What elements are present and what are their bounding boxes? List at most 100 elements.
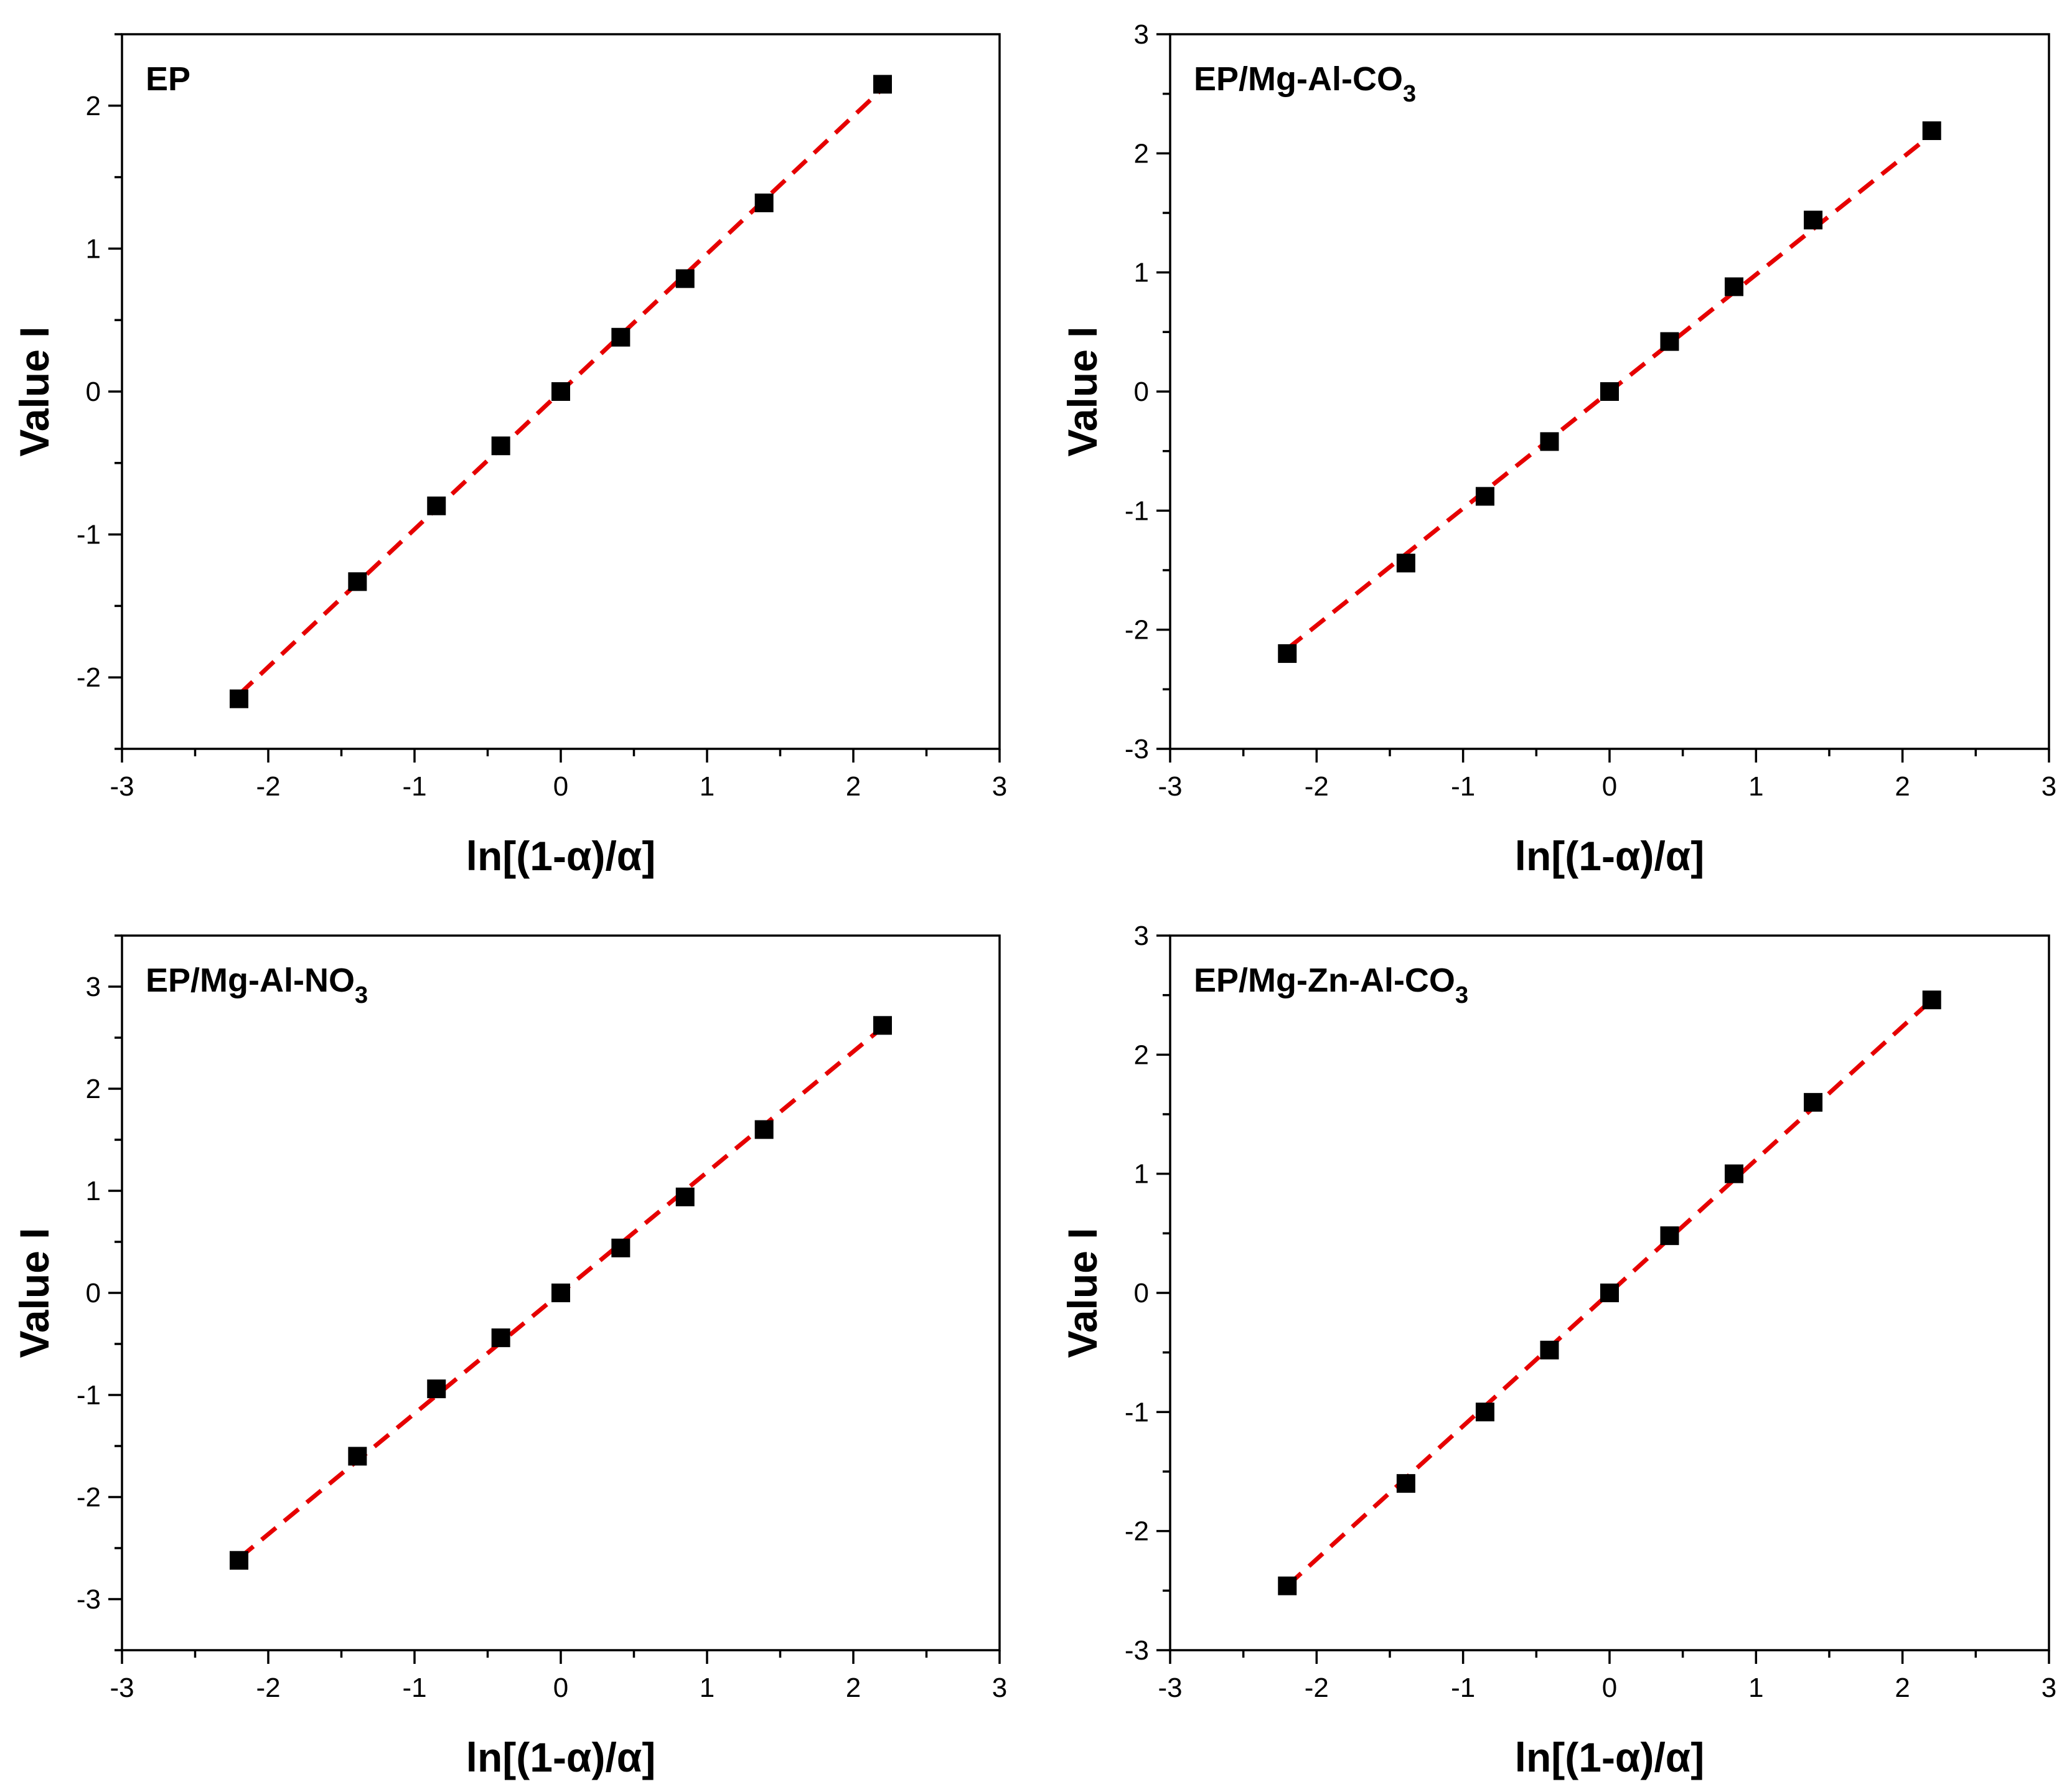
panel-title-main: EP/Mg-Al-NO bbox=[146, 962, 355, 999]
x-tick-label: 3 bbox=[992, 771, 1007, 802]
data-point bbox=[230, 1551, 248, 1570]
x-tick-label: -1 bbox=[402, 1673, 426, 1703]
y-tick-label: -3 bbox=[1125, 734, 1149, 764]
y-axis-title: Value I bbox=[1059, 1228, 1105, 1358]
panel-title-subscript: 3 bbox=[1403, 81, 1416, 107]
data-point bbox=[348, 572, 367, 591]
y-tick-label: 0 bbox=[1134, 377, 1149, 407]
y-axis-title: Value I bbox=[11, 1228, 57, 1358]
x-tick-label: 2 bbox=[1895, 1673, 1910, 1703]
y-tick-label: -2 bbox=[77, 1482, 101, 1513]
x-tick-label: 0 bbox=[1602, 771, 1617, 802]
data-point bbox=[1475, 487, 1494, 506]
y-tick-label: 1 bbox=[1134, 258, 1149, 288]
y-tick-label: -1 bbox=[77, 520, 101, 550]
data-point bbox=[1725, 277, 1744, 296]
data-point bbox=[1540, 1340, 1559, 1359]
data-point bbox=[348, 1447, 367, 1466]
data-point bbox=[1660, 1226, 1679, 1246]
x-tick-label: 3 bbox=[2042, 1673, 2056, 1703]
y-axis-title: Value I bbox=[11, 326, 57, 456]
y-tick-label: 3 bbox=[1134, 921, 1149, 951]
x-tick-label: -2 bbox=[256, 1673, 280, 1703]
x-axis-title: ln[(1-α)/α] bbox=[466, 833, 656, 879]
data-point bbox=[1475, 1402, 1494, 1422]
y-tick-label: 3 bbox=[86, 972, 101, 1002]
y-tick-label: -3 bbox=[77, 1584, 101, 1615]
data-point bbox=[1660, 332, 1679, 351]
data-point bbox=[1922, 990, 1941, 1010]
chart-panel-4: -3 -2 -1 0 1 2 3 -3 -2 -1 0 1 2 3 ln[(1-α)/α] Value I EP… bbox=[1059, 921, 2056, 1780]
y-tick-label: -1 bbox=[1125, 1397, 1149, 1427]
y-tick-label: 0 bbox=[86, 377, 101, 407]
x-tick-label: -1 bbox=[1451, 1673, 1475, 1703]
x-tick-label: -3 bbox=[1158, 1673, 1182, 1703]
y-tick-label: 1 bbox=[86, 1176, 101, 1206]
chart-panel-2: -3 -2 -1 0 1 2 3 -3 -2 -1 0 1 2 3 ln[(1-α)/α] Value I EP… bbox=[1059, 19, 2056, 879]
y-tick-label: 3 bbox=[1134, 19, 1149, 50]
data-point bbox=[675, 1187, 695, 1206]
data-point bbox=[427, 496, 446, 515]
x-tick-label: 0 bbox=[1602, 1673, 1617, 1703]
data-point bbox=[1725, 1164, 1744, 1183]
panel-title: EP/Mg-Al-NO3 bbox=[146, 962, 368, 1008]
data-point bbox=[1396, 1474, 1415, 1493]
y-tick-label: 2 bbox=[1134, 138, 1149, 169]
data-point bbox=[1278, 1576, 1297, 1595]
panel-title: EP/Mg-Zn-Al-CO3 bbox=[1194, 962, 1468, 1008]
data-point bbox=[551, 1284, 570, 1302]
x-tick-label: 1 bbox=[1748, 771, 1763, 802]
data-point bbox=[551, 382, 570, 401]
y-tick-label: 2 bbox=[86, 1074, 101, 1104]
y-tick-label: -1 bbox=[1125, 495, 1149, 526]
x-tick-label: 0 bbox=[553, 771, 568, 802]
data-point bbox=[611, 1238, 631, 1257]
data-point bbox=[1922, 121, 1941, 140]
y-tick-label: -3 bbox=[1125, 1635, 1149, 1666]
x-tick-label: -2 bbox=[1305, 1673, 1329, 1703]
y-tick-label: 2 bbox=[86, 91, 101, 121]
y-tick-label: 2 bbox=[1134, 1040, 1149, 1070]
x-tick-label: -1 bbox=[1451, 771, 1475, 802]
x-tick-label: 2 bbox=[1895, 771, 1910, 802]
y-tick-label: 1 bbox=[86, 233, 101, 264]
data-point bbox=[1804, 210, 1823, 230]
x-tick-label: -3 bbox=[1158, 771, 1182, 802]
x-tick-label: -1 bbox=[402, 771, 426, 802]
data-point bbox=[873, 75, 892, 94]
panel-title: EP bbox=[146, 60, 190, 98]
chart-panel-3: -3 -2 -1 0 1 2 3 -3 -2 -1 0 1 2 3 ln[(1-α)/α] Value I EP… bbox=[11, 934, 1007, 1780]
data-point bbox=[754, 1120, 774, 1139]
data-point bbox=[427, 1379, 446, 1399]
y-tick-label: -2 bbox=[1125, 615, 1149, 646]
data-point bbox=[491, 436, 510, 456]
y-tick-label: -1 bbox=[77, 1380, 101, 1411]
x-tick-label: -3 bbox=[110, 771, 134, 802]
x-tick-label: 2 bbox=[846, 1673, 861, 1703]
x-tick-label: 0 bbox=[553, 1673, 568, 1703]
panel-title-subscript: 3 bbox=[1455, 982, 1468, 1008]
data-point bbox=[1804, 1092, 1823, 1112]
y-axis-title: Value I bbox=[1059, 326, 1105, 456]
x-axis-title: ln[(1-α)/α] bbox=[1515, 833, 1705, 879]
data-point bbox=[754, 193, 774, 212]
data-point bbox=[611, 327, 631, 347]
x-tick-label: -3 bbox=[110, 1673, 134, 1703]
x-tick-label: -2 bbox=[1305, 771, 1329, 802]
x-tick-label: 3 bbox=[2042, 771, 2056, 802]
data-point bbox=[675, 269, 695, 288]
y-tick-label: -2 bbox=[1125, 1516, 1149, 1547]
data-point bbox=[1278, 644, 1297, 663]
chart-panel-1: -3 -2 -1 0 1 2 3 -2 -1 0 1 2 ln[(1-α)/α] Value I EP bbox=[11, 33, 1007, 879]
x-tick-label: 1 bbox=[700, 1673, 715, 1703]
y-tick-label: 0 bbox=[86, 1278, 101, 1308]
data-point bbox=[491, 1328, 510, 1348]
data-point bbox=[1540, 432, 1559, 451]
data-point bbox=[230, 689, 248, 708]
panel-title-main: EP/Mg-Zn-Al-CO bbox=[1194, 962, 1455, 999]
y-tick-label: 1 bbox=[1134, 1159, 1149, 1190]
panel-title-main: EP/Mg-Al-CO bbox=[1194, 60, 1403, 98]
x-tick-label: 1 bbox=[700, 771, 715, 802]
x-tick-label: 1 bbox=[1748, 1673, 1763, 1703]
